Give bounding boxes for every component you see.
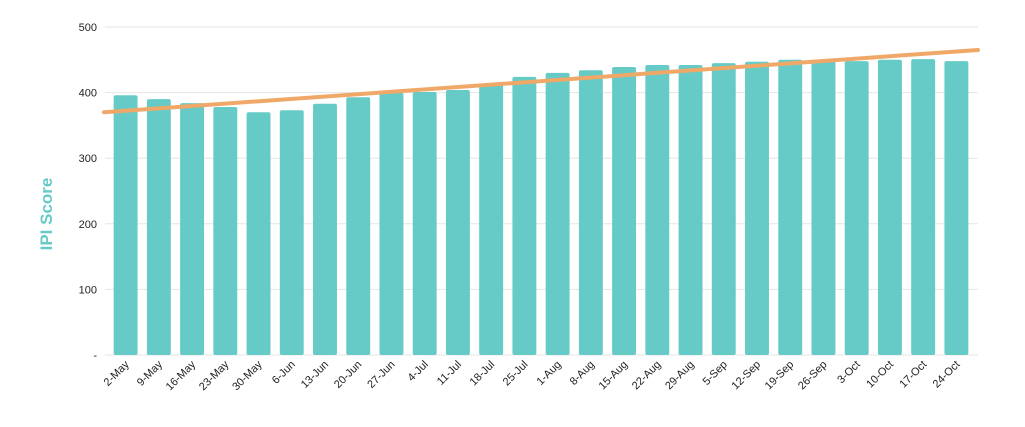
x-tick-label: 2-May (102, 358, 132, 388)
bar (877, 59, 902, 356)
bar (246, 112, 271, 355)
x-tick-label: 12-Sep (730, 359, 764, 393)
bar (146, 99, 171, 355)
bar (778, 59, 803, 356)
y-tick-label: 300 (79, 153, 97, 165)
x-tick-label: 27-Jun (365, 359, 397, 391)
bar (279, 110, 304, 355)
x-tick-label: 3-Oct (835, 359, 863, 387)
x-tick-label: 4-Jul (405, 359, 430, 384)
trendline (102, 47, 980, 115)
x-tick-label: 29-Aug (663, 359, 697, 393)
y-tick-label: 400 (79, 88, 97, 100)
bar (745, 61, 769, 355)
bar (445, 89, 470, 355)
x-tick-label: 30-May (230, 358, 265, 393)
bar (412, 91, 437, 355)
y-tick-label: 100 (79, 284, 97, 296)
x-tick-label: 18-Jul (468, 359, 498, 389)
x-tick-label: 15-Aug (597, 359, 631, 393)
bar (313, 103, 337, 355)
bar (479, 84, 504, 355)
bar (213, 107, 238, 355)
bar (346, 97, 371, 355)
x-tick-label: 1-Aug (534, 359, 563, 388)
x-tick-label: 25-Jul (501, 359, 531, 389)
bar (844, 61, 869, 355)
x-tick-label: 9-May (135, 358, 165, 388)
x-tick-label: 16-May (164, 358, 199, 393)
bar (811, 59, 836, 356)
bar (113, 95, 138, 355)
bar (911, 59, 936, 355)
x-tick-label: 26-Sep (796, 359, 830, 393)
x-tick-label: 24-Oct (931, 359, 963, 391)
bar (379, 92, 404, 355)
x-tick-label: 19-Sep (763, 359, 797, 393)
bar (612, 67, 637, 356)
bar (711, 63, 736, 356)
bar (678, 65, 703, 355)
x-tick-label: 8-Aug (568, 359, 597, 388)
bar (180, 103, 205, 355)
bar (545, 72, 570, 356)
bar (512, 76, 537, 355)
x-tick-label: 10-Oct (864, 359, 896, 391)
y-tick-label: 500 (79, 22, 97, 34)
bar (645, 65, 670, 355)
y-tick-label: - (93, 350, 97, 362)
bar (578, 70, 603, 356)
x-tick-label: 22-Aug (630, 359, 664, 393)
x-tick-label: 20-Jun (332, 359, 364, 391)
bar (944, 61, 969, 355)
y-tick-label: 200 (79, 219, 97, 231)
y-axis-label: IPI Score (37, 178, 56, 251)
x-tick-label: 5-Sep (701, 359, 730, 388)
x-tick-label: 6-Jun (270, 359, 298, 387)
x-tick-label: 17-Oct (897, 359, 929, 391)
x-tick-label: 13-Jun (299, 359, 331, 391)
x-tick-label: 11-Jul (435, 359, 464, 388)
x-tick-label: 23-May (197, 358, 232, 393)
